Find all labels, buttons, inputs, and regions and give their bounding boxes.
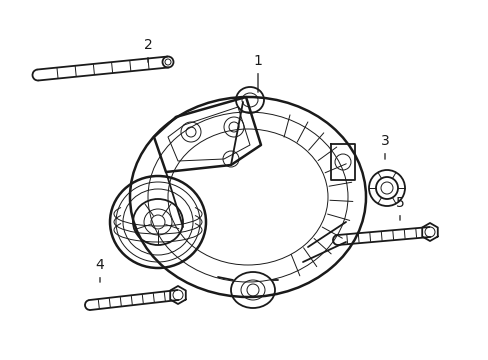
- Text: 5: 5: [395, 196, 404, 220]
- Text: 2: 2: [143, 38, 152, 62]
- Text: 1: 1: [253, 54, 262, 92]
- Text: 3: 3: [380, 134, 388, 159]
- Text: 4: 4: [96, 258, 104, 282]
